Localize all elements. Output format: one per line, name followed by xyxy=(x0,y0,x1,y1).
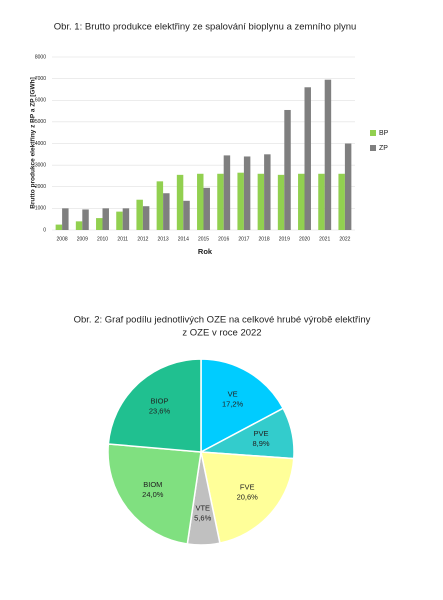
slice-label: PVE xyxy=(254,429,269,438)
bar xyxy=(217,173,224,230)
slice-value-label: 20,6% xyxy=(237,492,259,501)
pie-slice xyxy=(200,358,285,454)
slice-value-label: 23,6% xyxy=(149,407,171,416)
y-tick-label: 1000 xyxy=(35,206,46,212)
bar xyxy=(243,156,251,230)
y-axis-label: Brutto produkce elektřiny z BP a ZP [GWh… xyxy=(30,77,37,209)
bar xyxy=(344,143,352,230)
x-tick-label: 2015 xyxy=(198,236,209,242)
pie-slice xyxy=(107,443,202,545)
bar xyxy=(62,208,69,230)
slice-label: BIOP xyxy=(151,397,169,406)
x-tick-label: 2012 xyxy=(137,236,148,242)
bar xyxy=(183,200,190,230)
bar xyxy=(176,174,184,230)
y-tick-label: 5000 xyxy=(35,119,46,125)
slice-value-label: 8,9% xyxy=(252,439,269,448)
x-tick-label: 2014 xyxy=(178,236,189,242)
bar xyxy=(264,154,271,230)
x-tick-label: 2009 xyxy=(77,236,88,242)
x-tick-label: 2013 xyxy=(158,236,169,242)
slice-value-label: 5,6% xyxy=(194,513,211,522)
bar xyxy=(197,173,204,230)
x-tick-label: 2018 xyxy=(259,236,270,242)
slice-value-label: 17,2% xyxy=(222,399,244,408)
slice-label: VTE xyxy=(195,503,210,512)
x-tick-label: 2008 xyxy=(57,236,68,242)
legend-label: BP xyxy=(379,130,389,137)
y-tick-label: 3000 xyxy=(35,162,46,168)
bar xyxy=(142,206,150,230)
y-tick-label: 2000 xyxy=(35,184,46,190)
bar xyxy=(156,181,164,230)
pie-slice xyxy=(200,451,295,544)
x-tick-label: 2019 xyxy=(279,236,290,242)
bar xyxy=(122,208,130,230)
bar xyxy=(203,187,210,230)
legend-label: ZP xyxy=(379,145,388,152)
bar xyxy=(96,218,103,230)
bar xyxy=(237,172,244,230)
bar xyxy=(102,208,109,230)
legend-swatch xyxy=(370,145,376,151)
x-tick-label: 2020 xyxy=(299,236,310,242)
slice-label: FVE xyxy=(240,482,255,491)
x-tick-label: 2021 xyxy=(319,236,330,242)
x-axis-label: Rok xyxy=(198,247,213,256)
y-tick-label: 6000 xyxy=(35,98,46,104)
bar xyxy=(324,79,332,230)
bar xyxy=(277,174,285,230)
bar xyxy=(136,199,143,230)
y-tick-label: 4000 xyxy=(35,141,46,147)
chart-title: Obr. 2: Graf podílu jednotlivých OZE na … xyxy=(74,315,371,326)
bar xyxy=(338,173,345,230)
x-tick-label: 2011 xyxy=(117,236,128,242)
bar xyxy=(82,209,89,230)
chart-title: Obr. 1: Brutto produkce elektřiny ze spa… xyxy=(54,22,357,33)
y-tick-label: 8000 xyxy=(35,54,46,60)
bar xyxy=(163,193,170,230)
bar xyxy=(298,173,305,230)
chart-title: z OZE v roce 2022 xyxy=(182,328,261,339)
slice-label: VE xyxy=(228,389,238,398)
bar xyxy=(318,173,325,230)
bar xyxy=(223,155,231,230)
y-tick-label: 0 xyxy=(43,227,46,233)
slice-label: BIOM xyxy=(143,480,162,489)
y-tick-label: 7000 xyxy=(35,76,46,82)
bar xyxy=(116,211,123,230)
bar xyxy=(55,224,63,230)
bar xyxy=(257,173,265,230)
legend-swatch xyxy=(370,130,376,136)
x-tick-label: 2010 xyxy=(97,236,108,242)
x-tick-label: 2022 xyxy=(339,236,350,242)
bar xyxy=(75,221,83,230)
x-tick-label: 2017 xyxy=(238,236,249,242)
slice-value-label: 24,0% xyxy=(142,490,164,499)
pie-slice xyxy=(107,358,202,453)
bar xyxy=(284,109,291,230)
bar xyxy=(304,87,311,231)
x-tick-label: 2016 xyxy=(218,236,229,242)
